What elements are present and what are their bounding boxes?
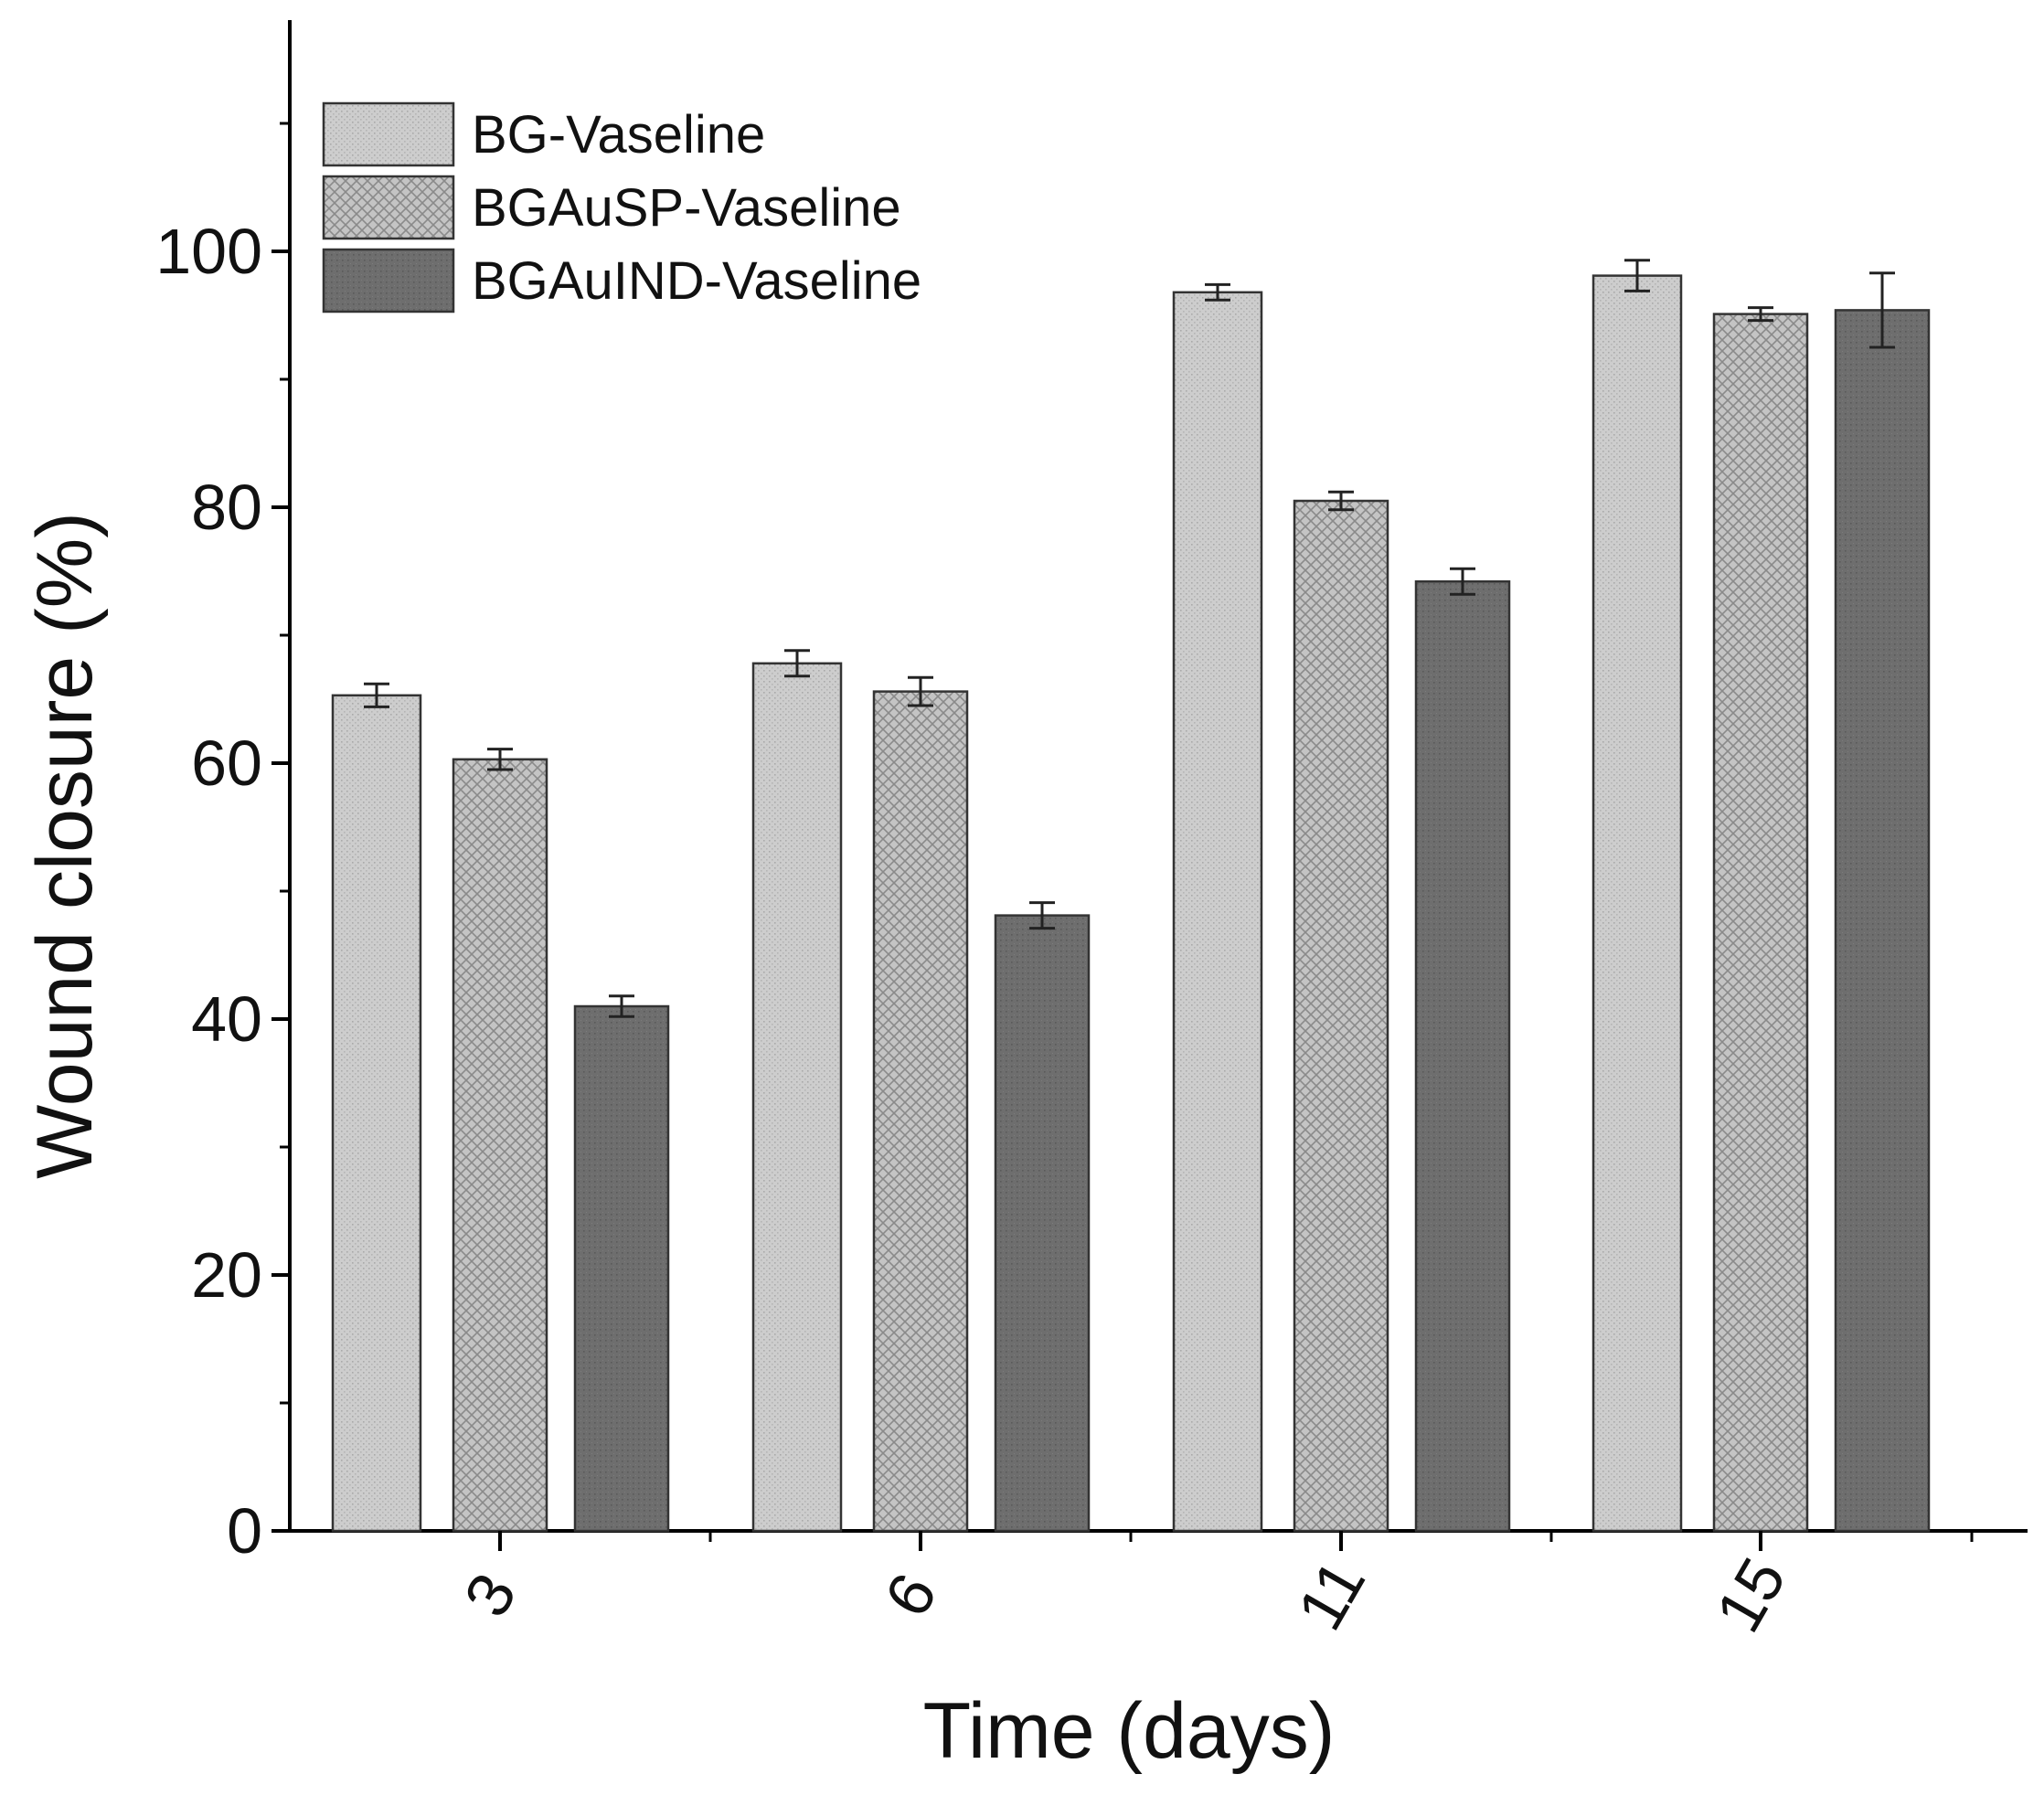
bar xyxy=(452,758,548,1533)
bar xyxy=(331,694,422,1533)
y-tick-label: 40 xyxy=(191,983,262,1055)
y-tick-label: 60 xyxy=(191,728,262,799)
legend: BG-Vaseline BGAuSP-Vaseline BGAuIND-Vaseli… xyxy=(322,101,921,313)
x-tick-label: 15 xyxy=(1702,1546,1799,1643)
y-tick-label: 20 xyxy=(191,1239,262,1311)
legend-swatch xyxy=(322,101,455,167)
bar xyxy=(1293,499,1389,1533)
error-bar xyxy=(784,649,810,678)
y-tick-label: 80 xyxy=(191,472,262,543)
error-bar xyxy=(908,675,933,707)
legend-label: BGAuIND-Vaseline xyxy=(472,251,921,311)
y-axis-title: Wound closure (%) xyxy=(21,512,109,1179)
legend-swatch xyxy=(322,175,455,240)
bar xyxy=(1414,579,1511,1533)
bar xyxy=(994,914,1091,1533)
y-tick-label: 0 xyxy=(227,1495,262,1567)
bar xyxy=(1172,291,1263,1533)
legend-label: BG-Vaseline xyxy=(472,105,765,165)
y-tick-label: 100 xyxy=(155,216,262,287)
error-bars xyxy=(364,259,1895,1018)
bar xyxy=(751,662,843,1533)
y-ticks: 0 20 40 60 80 100 xyxy=(155,122,290,1567)
x-tick-label: 11 xyxy=(1283,1548,1379,1641)
error-bar xyxy=(364,682,389,708)
x-tick-label: 6 xyxy=(871,1562,951,1629)
bar xyxy=(1592,274,1683,1533)
bars xyxy=(331,274,1931,1533)
x-tick-label: 3 xyxy=(451,1562,530,1629)
error-bar xyxy=(1328,490,1354,512)
error-bar xyxy=(1624,259,1650,292)
bar xyxy=(872,690,969,1533)
bar xyxy=(573,1004,670,1533)
x-axis-title: Time (days) xyxy=(923,1687,1336,1775)
error-bar xyxy=(609,994,634,1018)
error-bar xyxy=(1205,282,1230,302)
x-ticks: 3 6 11 15 xyxy=(451,1531,1974,1643)
error-bar xyxy=(1029,901,1055,930)
error-bar xyxy=(1450,567,1475,596)
legend-swatch xyxy=(322,248,455,313)
bar xyxy=(1712,313,1809,1533)
legend-label: BGAuSP-Vaseline xyxy=(472,178,901,238)
error-bar xyxy=(1748,306,1773,323)
bar xyxy=(1834,309,1931,1533)
error-bar xyxy=(487,748,513,771)
error-bar xyxy=(1869,271,1895,349)
